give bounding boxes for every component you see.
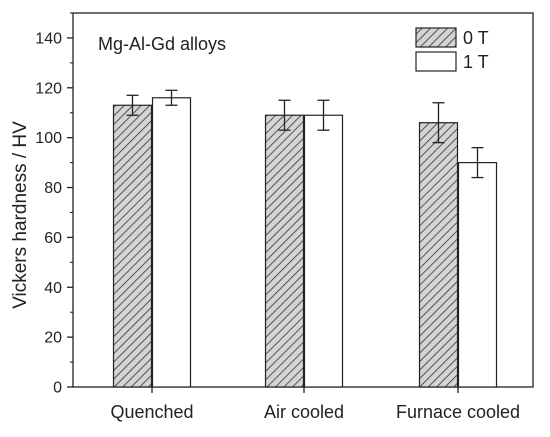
y-tick-label: 100 [35, 130, 62, 147]
x-category-label: Air cooled [264, 402, 344, 422]
y-tick-label: 140 [35, 30, 62, 47]
y-axis-title: Vickers hardness / HV [10, 121, 31, 309]
bar-1t [303, 114, 344, 388]
legend: 0 T1 T [415, 27, 489, 72]
y-axis: 0 20 40 60 80 100 120 140 [35, 12, 73, 397]
x-category-label: Quenched [110, 402, 193, 422]
y-tick-label: 20 [44, 330, 62, 347]
chart-annotation: Mg-Al-Gd alloys [98, 34, 226, 54]
y-tick-label: 60 [44, 230, 62, 247]
y-tick-label: 40 [44, 280, 62, 297]
legend-label: 0 T [463, 28, 489, 48]
bar-1t [151, 97, 192, 388]
x-axis: Quenched Air cooled Furnace cooled [110, 387, 520, 422]
legend-swatch [415, 51, 457, 72]
bar-0t [418, 122, 459, 388]
legend-label: 1 T [463, 52, 489, 72]
bar-1t [457, 162, 498, 388]
legend-swatch [415, 27, 457, 48]
bar-0t [112, 104, 153, 388]
error-bars-group [126, 89, 484, 179]
y-tick-label: 0 [53, 380, 62, 397]
x-category-label: Furnace cooled [396, 402, 520, 422]
y-tick-label: 80 [44, 180, 62, 197]
bar-0t [264, 114, 305, 388]
y-tick-label: 120 [35, 80, 62, 97]
